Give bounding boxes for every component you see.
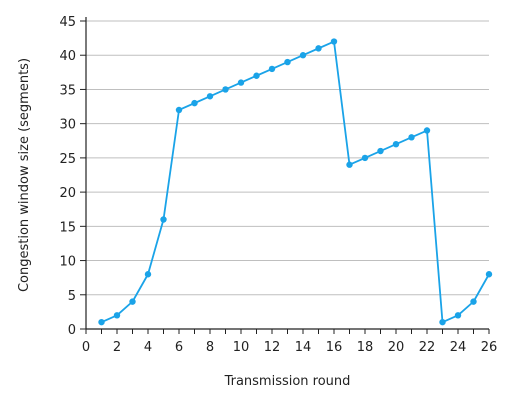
- y-axis-title: Congestion window size (segments): [17, 58, 32, 292]
- data-point-round-22: [423, 127, 431, 134]
- data-point-round-12: [268, 65, 276, 73]
- data-point-round-15: [315, 45, 322, 52]
- series-line-0: [101, 40, 490, 324]
- x-tick-label-26: 26: [481, 340, 498, 355]
- y-tick-label-40: 40: [59, 49, 76, 64]
- data-point-round-7: [191, 99, 198, 107]
- y-tick-label-25: 25: [59, 152, 76, 167]
- data-point-round-5: [160, 216, 167, 223]
- y-tick-label-30: 30: [59, 118, 76, 133]
- x-tick-label-2: 2: [113, 340, 121, 355]
- x-tick-label-10: 10: [233, 340, 250, 355]
- data-point-round-24: [454, 312, 462, 319]
- data-point-round-2: [113, 312, 121, 319]
- x-tick-label-16: 16: [326, 340, 343, 355]
- data-point-round-21: [408, 134, 415, 141]
- data-point-round-6: [175, 106, 183, 114]
- data-point-round-8: [206, 93, 214, 100]
- grid-lines: [86, 20, 489, 296]
- data-point-round-19: [377, 147, 384, 155]
- x-tick-label-4: 4: [144, 340, 152, 355]
- data-point-round-23: [439, 318, 446, 326]
- data-point-round-17: [346, 161, 353, 168]
- y-tick-label-20: 20: [59, 186, 76, 201]
- x-tick-label-18: 18: [357, 340, 374, 355]
- x-tick-label-8: 8: [206, 340, 214, 355]
- x-tick-label-14: 14: [295, 340, 312, 355]
- data-point-round-11: [253, 72, 260, 79]
- y-axis-ticks: 0 5 10 15 20 25 30 35 40 45: [59, 15, 86, 338]
- x-tick-label-12: 12: [264, 340, 281, 355]
- data-point-round-14: [299, 52, 307, 59]
- x-tick-label-24: 24: [450, 340, 467, 355]
- data-point-round-18: [361, 154, 369, 162]
- x-axis-ticks: 0 2 4 6 8 10 12 14 16 18 20 22 24 26: [82, 329, 497, 355]
- data-point-round-25: [470, 298, 477, 305]
- x-tick-label-22: 22: [419, 340, 436, 355]
- y-tick-label-0: 0: [68, 323, 76, 338]
- y-tick-label-5: 5: [68, 289, 76, 304]
- y-tick-label-10: 10: [59, 255, 76, 270]
- data-point-round-16: [330, 38, 338, 45]
- data-point-round-26: [485, 271, 493, 278]
- data-point-round-20: [392, 141, 400, 148]
- series-group: [98, 38, 493, 326]
- data-point-round-4: [144, 271, 152, 278]
- y-tick-label-15: 15: [59, 220, 76, 235]
- data-point-round-9: [222, 86, 229, 93]
- data-point-round-1: [98, 318, 105, 326]
- x-tick-label-0: 0: [82, 340, 90, 355]
- data-point-round-13: [284, 58, 291, 66]
- y-tick-label-45: 45: [59, 15, 76, 30]
- x-tick-label-20: 20: [388, 340, 405, 355]
- x-tick-label-6: 6: [175, 340, 183, 355]
- y-tick-label-35: 35: [59, 83, 76, 98]
- data-point-round-10: [237, 79, 245, 86]
- x-axis-title: Transmission round: [224, 374, 351, 389]
- data-point-round-3: [129, 298, 136, 305]
